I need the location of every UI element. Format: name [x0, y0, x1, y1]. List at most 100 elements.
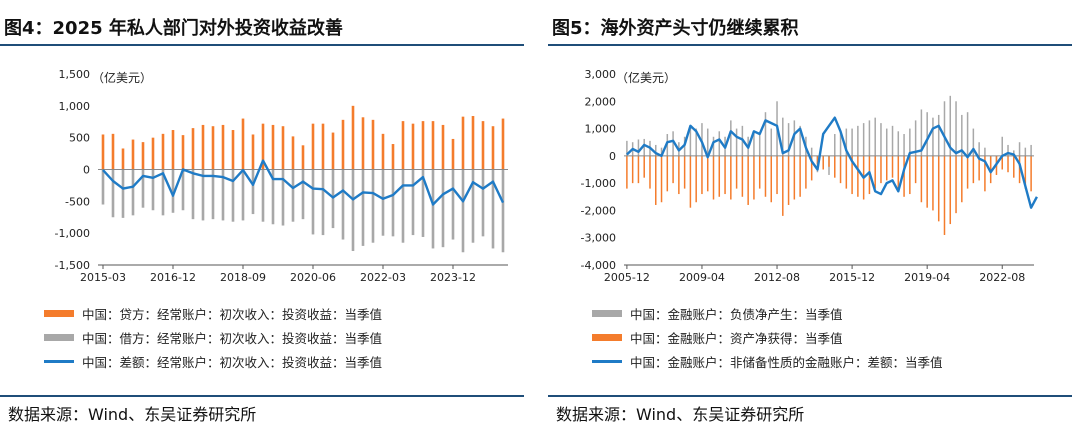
bar-gray	[382, 170, 385, 236]
bar-orange	[382, 134, 385, 170]
bar-gray	[112, 170, 115, 218]
legend-swatch-balance	[44, 360, 74, 363]
bar-orange	[182, 135, 185, 169]
bar-gray	[1019, 142, 1021, 156]
left-data-source: 数据来源：Wind、东吴证券研究所	[8, 401, 256, 425]
bar-orange	[921, 156, 923, 202]
bar-orange	[322, 124, 325, 170]
y-axis-unit-label: （亿美元）	[616, 70, 676, 85]
x-tick-label: 2016-12	[150, 271, 196, 284]
bar-orange	[955, 156, 957, 213]
bar-gray	[182, 170, 185, 211]
bar-orange	[362, 117, 365, 169]
x-tick-label: 2023-12	[430, 271, 476, 284]
bar-orange	[950, 156, 952, 224]
legend-label-debit: 中国：借方：经常账户：初次收入：投资收益：当季值	[82, 328, 382, 347]
bar-orange	[730, 156, 732, 200]
bar-orange	[719, 156, 721, 197]
bar-orange	[352, 106, 355, 170]
bar-gray	[638, 139, 640, 155]
bar-gray	[472, 170, 475, 243]
legend-label-liabilities: 中国：金融账户：负债净产生：当季值	[630, 304, 843, 323]
bar-gray	[869, 120, 871, 155]
bar-orange	[834, 156, 836, 178]
bar-orange	[828, 156, 830, 167]
bar-orange	[736, 156, 738, 189]
bar-orange	[944, 156, 946, 235]
bar-orange	[452, 139, 455, 170]
bar-gray	[730, 120, 732, 155]
bar-gray	[880, 123, 882, 156]
right-chart-panel: 图5：海外资产头寸仍继续累积 （亿美元） -4,000 -3,000 -2,000 -1…	[548, 0, 1072, 438]
bar-orange	[638, 156, 640, 183]
x-tick-label: 2015-03	[80, 271, 126, 284]
bar-orange	[132, 140, 135, 170]
bar-orange	[312, 124, 315, 170]
bar-gray	[903, 134, 905, 156]
bar-orange	[961, 156, 963, 202]
bar-orange	[701, 156, 703, 194]
left-chart-panel: 图4：2025 年私人部门对外投资收益改善 （亿美元） -1,500 -1,000 -…	[0, 0, 524, 438]
bar-orange	[713, 156, 715, 200]
y-tick-label: 3,000	[585, 68, 617, 81]
bar-gray	[482, 170, 485, 237]
bar-gray	[412, 170, 415, 236]
bar-gray	[719, 131, 721, 156]
bar-orange	[782, 156, 784, 216]
bar-gray	[432, 170, 435, 249]
bar-gray	[132, 170, 135, 216]
bar-gray	[372, 170, 375, 243]
bar-gray	[242, 170, 245, 221]
y-tick-label: 500	[69, 132, 90, 145]
y-tick-label: 1,000	[59, 100, 91, 113]
x-tick-label: 2020-06	[290, 271, 336, 284]
bar-orange	[874, 156, 876, 189]
bar-orange	[794, 156, 796, 200]
bar-orange	[667, 156, 669, 191]
bar-gray	[442, 170, 445, 248]
legend-item-credit: 中国：贷方：经常账户：初次收入：投资收益：当季值	[44, 301, 382, 325]
legend-swatch-liabilities	[592, 310, 622, 317]
bar-orange	[880, 156, 882, 183]
bar-orange	[846, 156, 848, 189]
bar-orange	[678, 156, 680, 194]
right-data-source: 数据来源：Wind、东吴证券研究所	[556, 401, 804, 425]
x-tick-label: 2019-04	[904, 271, 950, 284]
bar-orange	[492, 126, 495, 169]
left-title-rule	[0, 44, 524, 46]
bar-orange	[392, 144, 395, 169]
bar-orange	[152, 138, 155, 170]
bar-orange	[932, 156, 934, 211]
bar-orange	[1007, 156, 1009, 172]
y-tick-label: 0	[609, 150, 616, 163]
y-tick-label: 1,000	[585, 123, 617, 136]
y-tick-label: 2,000	[585, 95, 617, 108]
y-tick-label: 0	[83, 164, 90, 177]
bar-gray	[232, 170, 235, 222]
legend-label-net-balance: 中国：金融账户：非储备性质的金融账户：差额：当季值	[630, 352, 943, 371]
bar-gray	[892, 126, 894, 156]
bar-orange	[222, 125, 225, 170]
left-chart-title: 图4：2025 年私人部门对外投资收益改善	[4, 14, 343, 40]
bar-orange	[857, 156, 859, 197]
y-tick-label: -1,000	[55, 227, 90, 240]
bar-gray	[402, 170, 405, 243]
bar-gray	[978, 142, 980, 156]
bar-gray	[886, 129, 888, 156]
x-tick-label: 2012-08	[754, 271, 800, 284]
bar-orange	[232, 130, 235, 169]
legend-swatch-assets	[592, 334, 622, 341]
bar-orange	[742, 156, 744, 197]
bar-orange	[1030, 156, 1032, 191]
bar-orange	[776, 156, 778, 194]
bar-orange	[765, 156, 767, 197]
y-axis-unit-label: （亿美元）	[92, 70, 152, 85]
x-tick-label: 2018-09	[220, 271, 266, 284]
legend-swatch-credit	[44, 310, 74, 317]
bar-orange	[805, 156, 807, 189]
bar-gray	[332, 170, 335, 229]
bar-orange	[302, 145, 305, 169]
bar-gray	[202, 170, 205, 221]
bar-orange	[799, 156, 801, 197]
bar-orange	[212, 126, 215, 169]
